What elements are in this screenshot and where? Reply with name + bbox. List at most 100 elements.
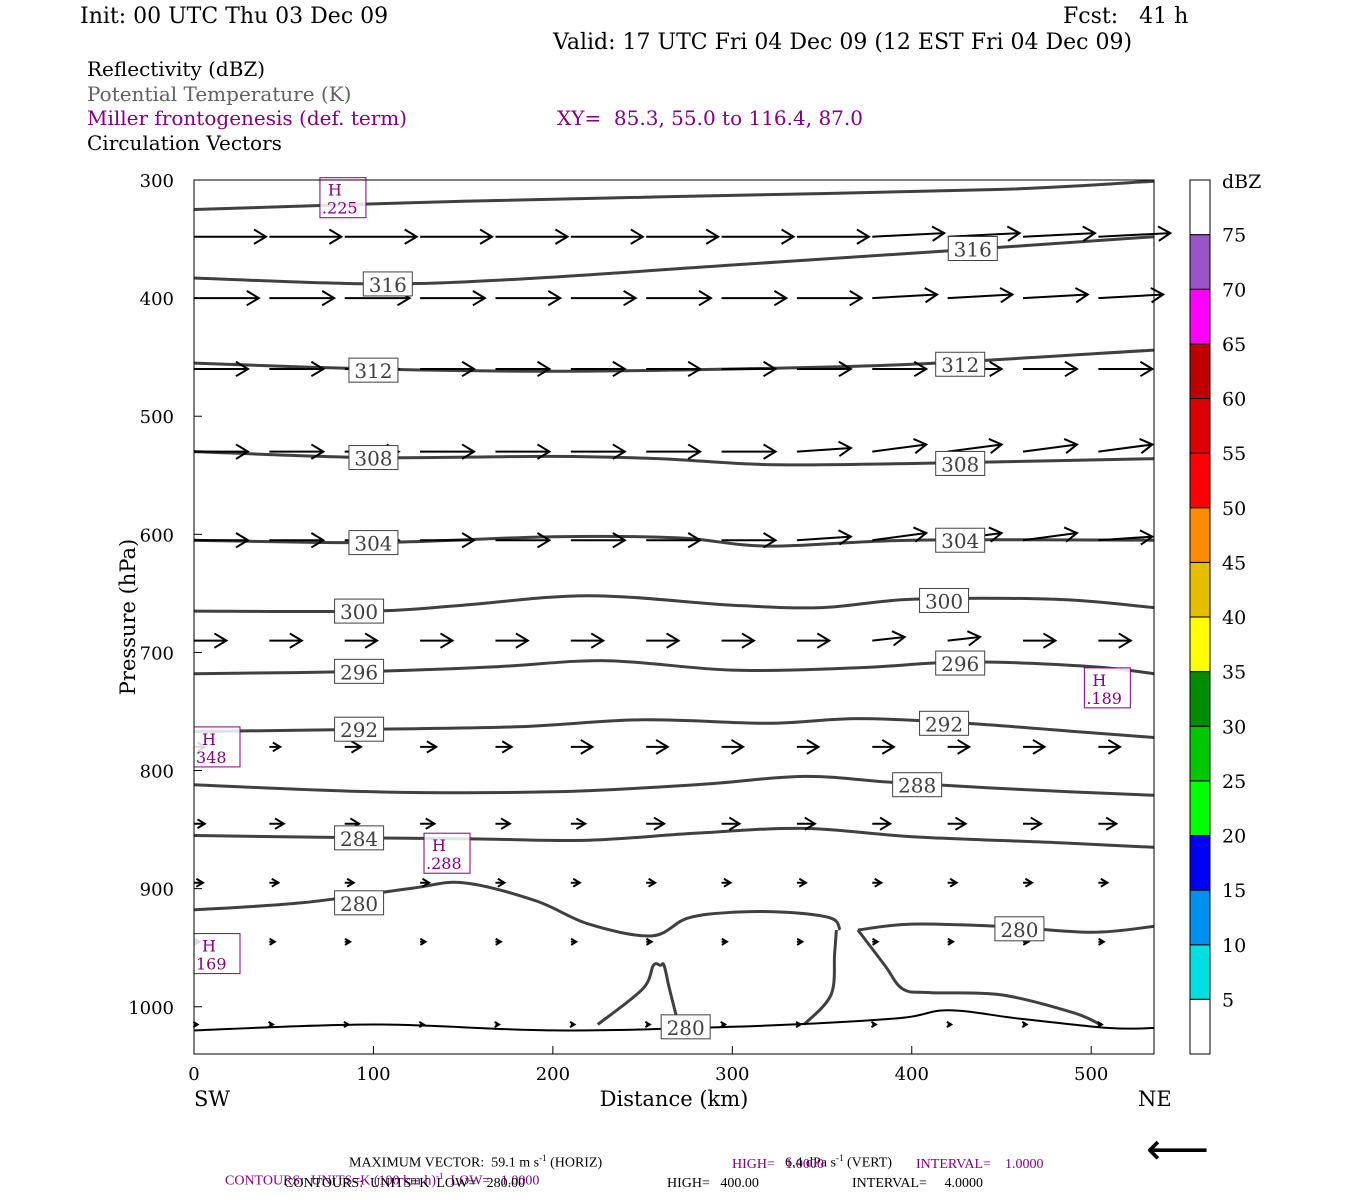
ground-contour <box>193 1009 1155 1032</box>
low-level-contour-0 <box>596 962 680 1026</box>
vector-4-12 <box>1098 529 1155 546</box>
vector-5-12 <box>1098 632 1133 649</box>
vector-4-9 <box>872 526 929 543</box>
vector-7-6 <box>646 816 667 831</box>
theta-label-316-0: 316 <box>369 273 407 297</box>
vector-6-7 <box>721 739 746 755</box>
fronto-low: LOW= 1.0000 <box>443 1173 540 1189</box>
init-time: Init: 00 UTC Thu 03 Dec 09 <box>80 4 389 29</box>
theta-label-312-1-box <box>935 351 986 377</box>
vector-8-12 <box>1098 877 1110 888</box>
vector-8-0 <box>194 877 205 888</box>
colorbar-label-75: 75 <box>1222 225 1246 247</box>
y-tick-label-300: 300 <box>140 171 174 192</box>
theta-label-284-0-box <box>334 825 385 851</box>
theta-label-308-1: 308 <box>941 452 979 476</box>
colorbar-label-45: 45 <box>1222 552 1246 574</box>
circulation-vectors <box>192 225 1173 1028</box>
vector-7-4 <box>495 817 512 830</box>
vector-0-7 <box>721 228 796 245</box>
vector-10-7 <box>720 1020 728 1028</box>
vector-3-12 <box>1098 437 1155 454</box>
vector-8-10 <box>947 877 959 888</box>
vector-10-5 <box>569 1020 577 1028</box>
max-vector-exp: -1 <box>539 1153 547 1163</box>
vector-7-7 <box>721 816 742 831</box>
theta-contour-280 <box>193 880 842 938</box>
fronto-max-letter-0: H <box>328 181 342 200</box>
fronto-interval: INTERVAL= 1.0000 <box>916 1157 1044 1172</box>
vector-6-5 <box>570 739 595 755</box>
theta-label-288-0: 288 <box>898 774 936 798</box>
vector-3-8 <box>796 440 853 457</box>
colorbar-label-10: 10 <box>1222 935 1246 957</box>
vector-5-2 <box>344 632 380 649</box>
vector-8-7 <box>721 877 733 888</box>
forecast-hour: Fcst: 41 h <box>1063 4 1189 29</box>
vector-6-1 <box>269 741 283 753</box>
theta-label-316-1: 316 <box>954 238 992 262</box>
vector-7-5 <box>570 817 588 830</box>
y-tick-label-500: 500 <box>140 407 174 428</box>
theta-contour-292 <box>193 717 1155 739</box>
vector-0-6 <box>646 228 721 245</box>
vector-1-5 <box>570 290 638 307</box>
vector-2-0 <box>194 360 250 378</box>
x-tick-label-100: 100 <box>356 1064 390 1085</box>
vert-label: (VERT) <box>843 1155 892 1171</box>
theta-interval: INTERVAL= 4.0000 <box>852 1176 983 1191</box>
colorbar-swatch-45 <box>1189 507 1211 563</box>
theta-label-304-0: 304 <box>354 532 392 556</box>
theta-label-300-1-box <box>919 587 970 613</box>
vector-10-10 <box>946 1020 954 1028</box>
colorbar-swatch-65 <box>1189 288 1211 345</box>
left-end-label: SW <box>194 1087 230 1111</box>
colorbar-label-50: 50 <box>1222 498 1246 520</box>
colorbar-swatch-75 <box>1189 179 1211 236</box>
vector-10-3 <box>418 1020 426 1028</box>
fronto-max-box-0 <box>319 177 367 219</box>
theta-label-292-1-box <box>919 710 970 736</box>
vector-10-12 <box>1097 1020 1104 1028</box>
vector-4-7 <box>721 532 778 549</box>
theta-label-304-0-box <box>348 530 399 556</box>
fronto-max-value-0: .225 <box>322 199 358 218</box>
vector-0-9 <box>872 225 947 242</box>
vector-4-3 <box>420 532 477 549</box>
y-axis-label: Pressure (hPa) <box>116 539 140 695</box>
vector-1-1 <box>269 290 337 307</box>
vector-9-7 <box>721 937 729 946</box>
fronto-high: HIGH= 1.0000 <box>732 1157 824 1172</box>
vector-9-9 <box>872 937 880 946</box>
theta-label-312-1: 312 <box>941 353 979 377</box>
colorbar-label-15: 15 <box>1222 880 1246 902</box>
vector-10-1 <box>268 1020 275 1028</box>
theta-label-296-0-box <box>334 658 385 684</box>
vector-2-8 <box>796 360 853 378</box>
theta-label-280-1: 280 <box>1000 918 1038 942</box>
theta-high: HIGH= 400.00 <box>667 1176 759 1191</box>
max-vector-line: MAXIMUM VECTOR: 59.1 m s-1 (HORIZ) <box>342 1140 602 1171</box>
vector-9-10 <box>947 937 955 946</box>
vector-5-3 <box>420 632 455 649</box>
vector-2-9 <box>872 360 929 378</box>
fronto-max-box-4 <box>193 933 241 975</box>
fronto-units: CONTOURS: UNITS=K (100 km h) <box>225 1173 437 1189</box>
theta-label-296-1: 296 <box>941 652 979 676</box>
fronto-max-value-3: .288 <box>426 854 462 873</box>
colorbar-label-35: 35 <box>1222 662 1246 684</box>
vector-5-6 <box>646 632 681 649</box>
vector-1-9 <box>872 287 940 304</box>
field-frontogenesis: Miller frontogenesis (def. term) <box>87 106 408 130</box>
colorbar-label-25: 25 <box>1222 771 1246 793</box>
vector-3-4 <box>495 443 552 460</box>
fronto-contour-info: CONTOURS: UNITS=K (100 km h)-1 LOW= 1.00… <box>218 1158 539 1189</box>
x-axis-label: Distance (km) <box>600 1087 749 1111</box>
vector-8-5 <box>570 877 582 888</box>
theta-contour-info: CONTOURS: UNITS=K LOW= 280.00 <box>284 1176 526 1191</box>
vector-5-4 <box>495 632 530 649</box>
x-tick-label-200: 200 <box>536 1064 570 1085</box>
theta-label-304-1: 304 <box>941 529 979 553</box>
vector-2-6 <box>646 360 703 378</box>
